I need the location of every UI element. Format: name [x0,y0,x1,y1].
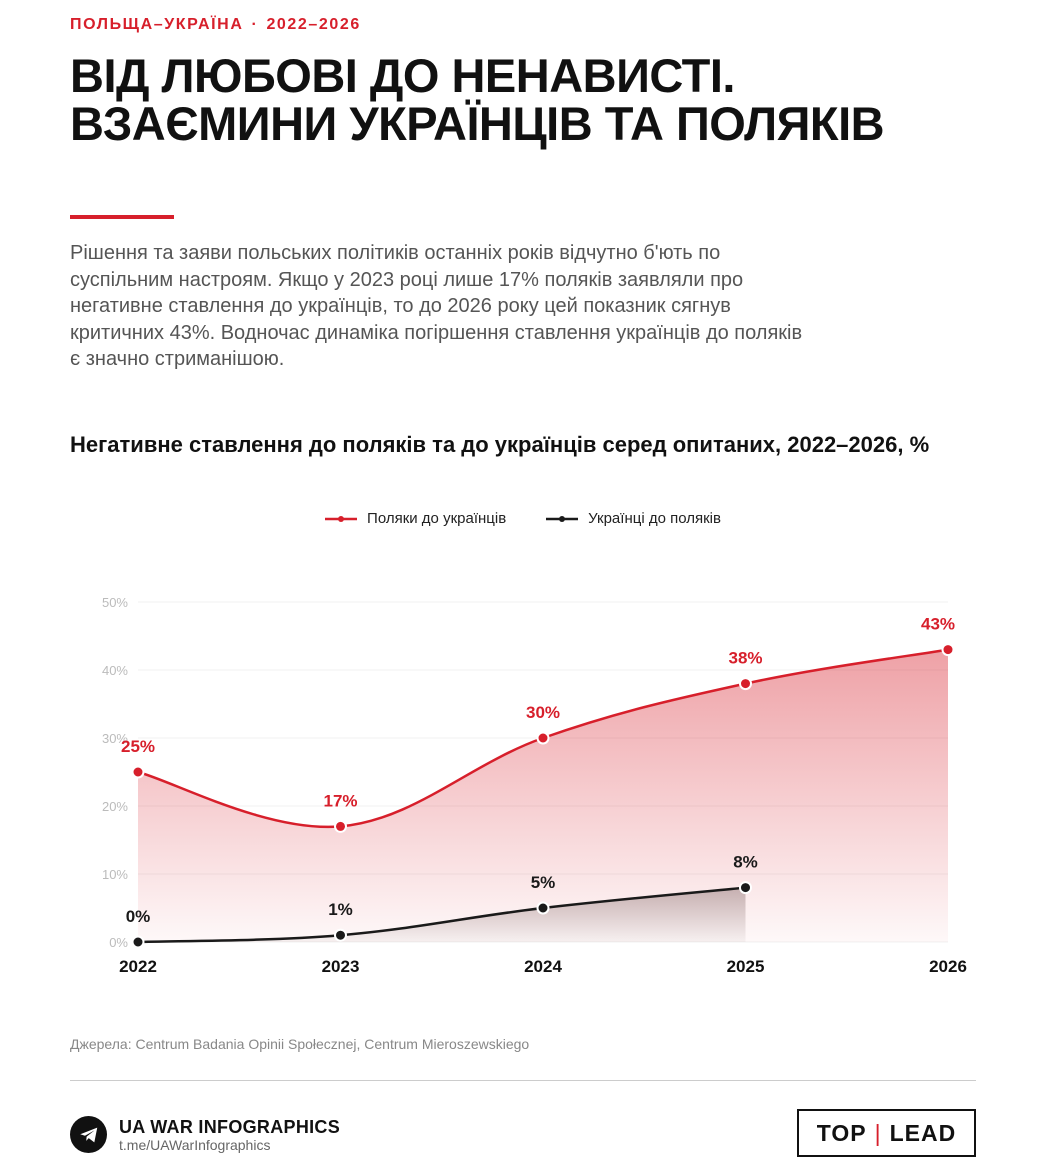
data-point-poles-to-ukrainians [941,643,955,657]
y-tick-label: 20% [102,799,128,814]
data-point-ukrainians-to-poles [536,901,550,915]
data-label-poles-to-ukrainians: 30% [526,703,560,722]
page-title: ВІД ЛЮБОВІ ДО НЕНАВИСТІ. ВЗАЄМИНИ УКРАЇН… [70,49,885,150]
series-line-ukrainians-to-poles [137,886,746,944]
lede-paragraph: Рішення та заяви польських політиків ост… [70,242,803,370]
data-label-poles-to-ukrainians: 17% [323,791,357,810]
eyebrow-topic: ПОЛЬЩА–УКРАЇНА [70,16,244,33]
data-label-ukrainians-to-poles: 8% [733,853,758,872]
x-tick-label: 2023 [322,957,360,976]
y-tick-label: 10% [102,867,128,882]
legend-label-ukrainians: Українці до поляків [588,510,721,527]
data-label-ukrainians-to-poles: 5% [531,873,556,892]
data-label-poles-to-ukrainians: 43% [921,615,955,634]
brand-telegram-link[interactable]: t.me/UAWarInfographics [119,1136,271,1153]
data-point-ukrainians-to-poles [739,881,752,895]
brand-name: UA WAR INFOGRAPHICS [119,1116,341,1137]
x-tick-label: 2026 [929,957,967,976]
y-tick-label: 30% [102,731,128,746]
brand-block: UA WAR INFOGRAPHICS t.me/UAWarInfographi… [70,1116,340,1153]
x-tick-label: 2024 [524,957,562,976]
chart-legend: Поляки до українців Українці до поляків [0,510,1046,527]
legend-swatch-ukrainians [546,515,579,522]
partner-logo-left: TOP [816,1119,867,1146]
y-tick-label: 50% [102,595,128,610]
legend-item-poles: Поляки до українців [325,510,506,527]
data-label-poles-to-ukrainians: 38% [728,649,762,668]
footer-divider [70,1080,976,1081]
data-point-ukrainians-to-poles [334,928,347,942]
data-label-ukrainians-to-poles: 1% [328,900,353,919]
y-tick-label: 0% [109,935,128,950]
series-area-ukrainians-to-poles [138,887,746,942]
line-area-chart: 0% 10% 20% 30% 40% 50% 2022 2023 2024 2025 2026 25%… [102,595,967,976]
data-label-ukrainians-to-poles: 0% [126,907,151,926]
y-tick-label: 40% [102,663,128,678]
title-underline [70,215,174,219]
legend-label-poles: Поляки до українців [367,510,507,527]
data-point-poles-to-ukrainians [131,765,145,779]
legend-item-ukrainians: Українці до поляків [546,510,721,527]
x-tick-label: 2022 [119,957,157,976]
source-note: Джерела: Centrum Badania Opinii Społeczn… [70,1036,530,1052]
telegram-icon[interactable] [70,1116,107,1153]
eyebrow-separator: · [251,16,259,33]
data-point-poles-to-ukrainians [536,731,550,745]
telegram-plane-glyph [79,1127,97,1142]
data-point-poles-to-ukrainians [334,819,347,833]
series-area-poles-to-ukrainians [138,649,948,942]
data-label-poles-to-ukrainians: 25% [121,737,155,756]
eyebrow: ПОЛЬЩА–УКРАЇНА · 2022–2026 [70,16,361,34]
x-tick-label: 2025 [727,957,765,976]
data-point-poles-to-ukrainians [739,677,752,691]
partner-logo-right: LEAD [889,1119,957,1146]
chart-title: Негативне ставлення до поляків та до укр… [70,432,930,457]
data-point-ukrainians-to-poles [131,935,145,949]
partner-logo-toplead: TOP | LEAD [797,1109,976,1157]
partner-logo-separator: | [874,1119,882,1146]
legend-swatch-poles [325,515,358,522]
brand-text: UA WAR INFOGRAPHICS t.me/UAWarInfographi… [119,1117,340,1153]
eyebrow-years: 2022–2026 [266,16,361,33]
